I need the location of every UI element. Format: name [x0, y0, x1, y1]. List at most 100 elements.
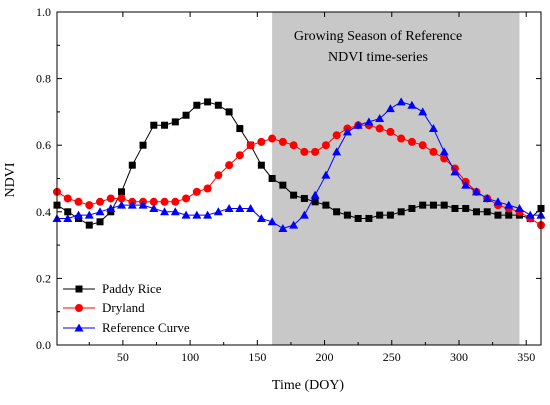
- data-point-reference-curve: [385, 104, 395, 113]
- data-point-reference-curve: [504, 200, 514, 209]
- data-point-dryland: [214, 171, 223, 180]
- data-point-dryland: [440, 154, 449, 163]
- data-point-paddy-rice: [150, 121, 158, 129]
- data-point-reference-curve: [450, 167, 460, 176]
- data-point-dryland: [257, 137, 266, 146]
- data-point-reference-curve: [181, 210, 191, 219]
- legend-label-paddy-rice: Paddy Rice: [102, 281, 162, 296]
- data-point-reference-curve: [63, 213, 73, 222]
- data-point-reference-curve: [364, 117, 374, 126]
- data-point-paddy-rice: [333, 208, 341, 216]
- data-point-dryland: [117, 194, 126, 203]
- data-point-reference-curve: [418, 107, 428, 116]
- x-tick-label: 250: [383, 350, 401, 364]
- data-point-paddy-rice: [204, 98, 212, 106]
- y-tick-label: 1.0: [36, 5, 51, 19]
- data-point-paddy-rice: [268, 175, 276, 182]
- x-tick-label: 100: [181, 350, 199, 364]
- legend-item-paddy-rice: Paddy Rice: [63, 281, 162, 296]
- data-point-reference-curve: [160, 207, 170, 216]
- legend-item-reference-curve: Reference Curve: [63, 320, 190, 335]
- data-point-reference-curve: [289, 220, 299, 229]
- data-point-dryland: [63, 194, 72, 203]
- data-point-reference-curve: [375, 114, 385, 123]
- x-tick-label: 350: [517, 350, 535, 364]
- data-point-dryland: [386, 127, 395, 136]
- data-point-paddy-rice: [311, 198, 319, 206]
- y-tick-label: 0.0: [36, 338, 51, 352]
- series-line-reference-curve: [57, 101, 541, 229]
- ticks-layer: 50 100 150 200 250 300 350 0.0 0.2 0.4 0.6 0.8 1.0: [36, 5, 541, 364]
- data-point-paddy-rice: [322, 201, 330, 209]
- data-point-reference-curve: [127, 200, 137, 209]
- data-point-paddy-rice: [128, 161, 136, 169]
- data-point-dryland: [225, 161, 234, 170]
- data-point-paddy-rice: [290, 191, 298, 199]
- data-point-paddy-rice: [161, 121, 169, 129]
- data-point-paddy-rice: [118, 188, 126, 196]
- data-point-dryland: [246, 141, 255, 150]
- data-point-dryland: [278, 137, 287, 146]
- data-point-dryland: [203, 184, 212, 193]
- shaded-region-label-line1: Growing Season of Reference: [294, 29, 462, 44]
- data-point-paddy-rice: [214, 101, 222, 109]
- shaded-region-label-line2: NDVI time-series: [328, 50, 428, 65]
- data-point-reference-curve: [170, 207, 180, 216]
- data-point-dryland: [182, 194, 191, 203]
- data-point-reference-curve: [471, 187, 481, 196]
- data-point-paddy-rice: [257, 161, 265, 169]
- series-layer: [52, 97, 546, 232]
- data-point-reference-curve: [428, 124, 438, 133]
- data-point-paddy-rice: [397, 208, 405, 216]
- data-point-dryland: [332, 131, 341, 140]
- data-point-paddy-rice: [472, 208, 480, 216]
- data-point-dryland: [268, 134, 277, 143]
- data-point-paddy-rice: [139, 141, 147, 149]
- x-axis-title: Time (DOY): [272, 378, 345, 393]
- data-point-paddy-rice: [408, 204, 416, 212]
- legend: Paddy Rice Dryland Reference Curve: [63, 281, 190, 335]
- data-point-dryland: [106, 194, 115, 203]
- data-point-reference-curve: [407, 100, 417, 109]
- data-point-reference-curve: [213, 207, 223, 216]
- data-point-paddy-rice: [376, 211, 384, 219]
- legend-marker-reference-curve: [74, 323, 84, 332]
- data-point-reference-curve: [299, 210, 309, 219]
- data-point-paddy-rice: [279, 181, 287, 189]
- data-point-paddy-rice: [386, 211, 394, 219]
- data-point-reference-curve: [256, 213, 266, 222]
- data-point-dryland: [74, 197, 83, 206]
- series-reference-curve: [52, 97, 546, 232]
- data-point-reference-curve: [278, 223, 288, 232]
- legend-marker-paddy-rice: [75, 285, 83, 293]
- data-point-reference-curve: [203, 210, 213, 219]
- data-point-dryland: [289, 141, 298, 150]
- data-point-paddy-rice: [451, 204, 459, 212]
- data-point-paddy-rice: [494, 211, 502, 219]
- data-point-reference-curve: [439, 147, 449, 156]
- data-point-paddy-rice: [505, 211, 513, 219]
- y-axis-title: NDVI: [3, 162, 18, 197]
- data-point-dryland: [311, 147, 320, 156]
- series-dryland: [53, 121, 545, 230]
- data-point-reference-curve: [310, 190, 320, 199]
- data-point-dryland: [96, 197, 105, 206]
- data-point-paddy-rice: [182, 111, 190, 119]
- data-point-reference-curve: [493, 197, 503, 206]
- y-tick-label: 0.4: [36, 205, 51, 219]
- data-point-reference-curve: [74, 210, 84, 219]
- data-point-dryland: [160, 197, 169, 206]
- y-tick-label: 0.6: [36, 138, 51, 152]
- growing-season-shaded-region: [272, 12, 520, 345]
- data-point-dryland: [85, 201, 94, 210]
- data-point-dryland: [235, 151, 244, 160]
- data-point-dryland: [429, 147, 438, 156]
- x-tick-label: 150: [248, 350, 266, 364]
- legend-marker-dryland: [75, 304, 83, 312]
- data-point-dryland: [397, 134, 406, 143]
- data-point-dryland: [375, 124, 384, 133]
- legend-label-reference-curve: Reference Curve: [102, 320, 190, 335]
- data-point-dryland: [300, 147, 309, 156]
- data-point-reference-curve: [332, 147, 342, 156]
